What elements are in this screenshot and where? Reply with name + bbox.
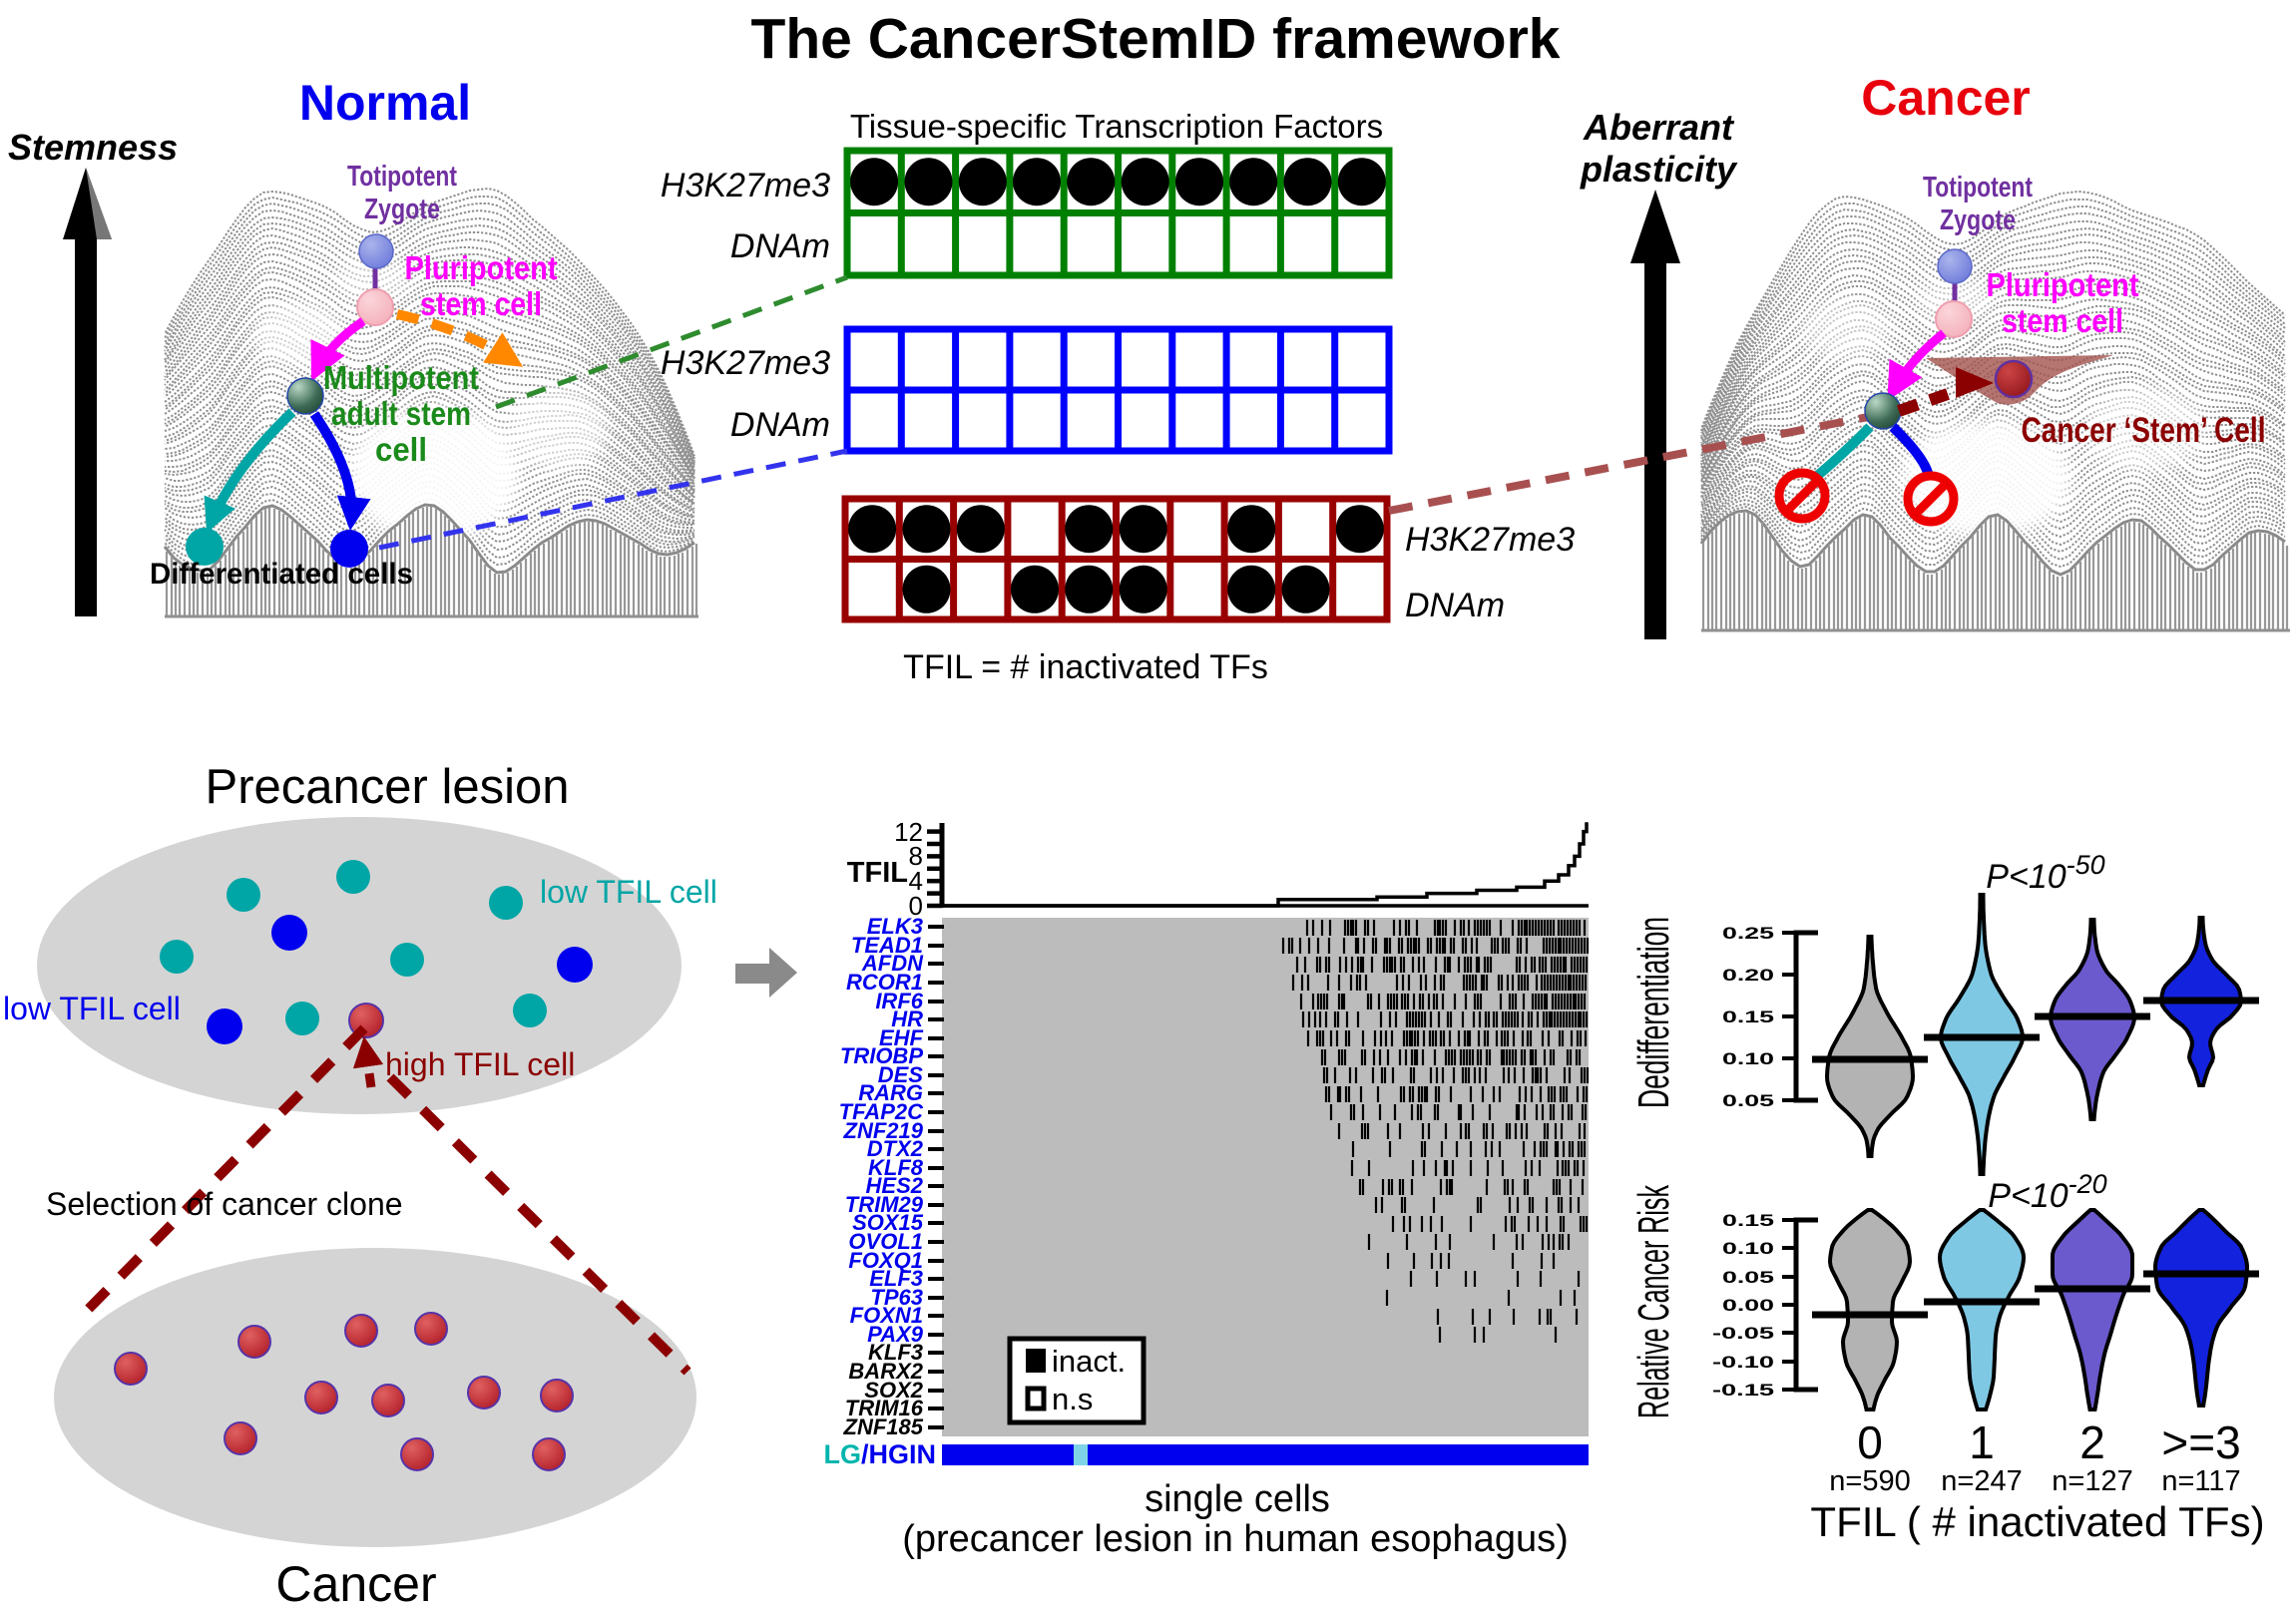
svg-text:DNAm: DNAm [730,227,830,265]
svg-text:n=590: n=590 [1829,1465,1910,1497]
svg-text:plasticity: plasticity [1580,149,1738,190]
svg-text:DNAm: DNAm [1405,587,1505,624]
svg-text:TRIM16: TRIM16 [845,1396,924,1420]
svg-text:0: 0 [909,891,923,921]
svg-text:inact.: inact. [1052,1344,1126,1379]
svg-text:0.15: 0.15 [1722,1211,1774,1230]
svg-text:FOXN1: FOXN1 [850,1303,923,1328]
svg-text:Aberrant: Aberrant [1583,107,1735,148]
svg-text:12: 12 [894,817,923,847]
svg-text:stem cell: stem cell [420,285,542,322]
svg-text:TFIL = # inactivated TFs: TFIL = # inactivated TFs [903,648,1268,686]
svg-text:adult stem: adult stem [331,395,471,432]
svg-text:n=117: n=117 [2161,1465,2240,1497]
svg-text:The CancerStemID framework: The CancerStemID framework [751,7,1561,71]
svg-text:ELK3: ELK3 [867,914,923,939]
svg-text:single cells: single cells [1145,1478,1330,1520]
svg-text:n=247: n=247 [1941,1465,2022,1497]
svg-text:0.00: 0.00 [1722,1296,1774,1315]
svg-text:ZNF219: ZNF219 [843,1118,924,1143]
svg-text:n.s: n.s [1052,1382,1093,1416]
svg-text:H3K27me3: H3K27me3 [661,344,830,382]
svg-text:Differentiated cells: Differentiated cells [150,558,413,591]
svg-text:ELF3: ELF3 [869,1266,923,1291]
svg-text:EHF: EHF [879,1025,924,1050]
svg-text:Dedifferentiation: Dedifferentiation [1629,917,1678,1108]
svg-text:RCOR1: RCOR1 [846,970,923,995]
svg-text:0.05: 0.05 [1722,1268,1774,1287]
svg-text:TRIM29: TRIM29 [845,1192,924,1217]
svg-text:stem cell: stem cell [2002,302,2123,339]
svg-text:IRF6: IRF6 [875,989,923,1013]
svg-text:Tissue-specific Transcription: Tissue-specific Transcription Factors [850,108,1383,145]
svg-text:-0.05: -0.05 [1712,1324,1774,1343]
svg-text:Relative Cancer Risk: Relative Cancer Risk [1629,1184,1678,1418]
svg-text:-0.15: -0.15 [1712,1381,1774,1400]
svg-text:Zygote: Zygote [1940,204,2016,236]
svg-text:Multipotent: Multipotent [323,359,479,396]
svg-text:Pluripotent: Pluripotent [1987,266,2139,303]
svg-text:0.25: 0.25 [1722,924,1774,943]
svg-text:Cancer: Cancer [1861,70,2031,126]
svg-text:PAX9: PAX9 [867,1322,924,1347]
svg-text:KLF3: KLF3 [868,1340,923,1365]
svg-text:-0.10: -0.10 [1712,1353,1774,1372]
svg-text:low TFIL cell: low TFIL cell [540,874,717,910]
svg-text:DTX2: DTX2 [867,1136,924,1161]
svg-text:n=127: n=127 [2052,1465,2132,1497]
svg-text:AFDN: AFDN [861,951,924,976]
svg-text:RARG: RARG [858,1080,923,1105]
svg-text:SOX15: SOX15 [852,1210,924,1235]
svg-text:Zygote: Zygote [364,194,440,225]
svg-text:8: 8 [909,841,923,871]
svg-text:high TFIL cell: high TFIL cell [385,1046,575,1082]
svg-text:ZNF185: ZNF185 [843,1414,924,1439]
svg-text:BARX2: BARX2 [848,1359,923,1384]
svg-text:Normal: Normal [299,75,471,131]
svg-text:LG/HGIN: LG/HGIN [823,1439,936,1469]
svg-text:1: 1 [1969,1416,1995,1468]
svg-text:KLF8: KLF8 [868,1155,924,1180]
svg-text:0.05: 0.05 [1722,1091,1774,1110]
svg-text:FOXQ1: FOXQ1 [848,1248,923,1273]
svg-text:Cancer ‘Stem’ Cell: Cancer ‘Stem’ Cell [2022,411,2266,450]
svg-text:0: 0 [1857,1416,1883,1468]
svg-text:0.20: 0.20 [1722,966,1774,985]
svg-text:TFAP2C: TFAP2C [839,1099,924,1124]
svg-text:0.10: 0.10 [1722,1239,1774,1258]
svg-text:Selection of cancer clone: Selection of cancer clone [46,1186,403,1222]
svg-text:TP63: TP63 [870,1285,923,1310]
svg-text:2: 2 [2079,1416,2105,1468]
svg-text:DES: DES [878,1062,924,1087]
svg-text:Cancer: Cancer [275,1556,436,1609]
svg-text:TEAD1: TEAD1 [851,933,923,958]
svg-text:DNAm: DNAm [730,406,830,444]
svg-text:Totipotent: Totipotent [1923,172,2033,203]
svg-text:0.10: 0.10 [1722,1049,1774,1068]
svg-text:OVOL1: OVOL1 [848,1229,923,1254]
svg-text:Pluripotent: Pluripotent [405,249,558,286]
svg-text:(precancer lesion in human eso: (precancer lesion in human esophagus) [902,1518,1569,1560]
svg-text:4: 4 [909,866,923,896]
svg-text:cell: cell [375,431,427,468]
svg-text:HR: HR [891,1006,923,1031]
svg-text:TFIL: TFIL [847,857,908,889]
svg-text:TRIOBP: TRIOBP [840,1043,923,1068]
svg-text:0.15: 0.15 [1722,1007,1774,1026]
svg-text:Totipotent: Totipotent [347,161,457,193]
svg-text:low TFIL cell: low TFIL cell [3,991,181,1026]
svg-text:HES2: HES2 [866,1173,924,1198]
svg-text:Precancer lesion: Precancer lesion [206,760,570,814]
svg-text:H3K27me3: H3K27me3 [1405,521,1575,559]
svg-text:H3K27me3: H3K27me3 [661,167,830,204]
svg-text:Stemness: Stemness [8,127,178,168]
svg-text:SOX2: SOX2 [864,1378,923,1403]
svg-text:>=3: >=3 [2161,1416,2240,1468]
svg-text:TFIL ( # inactivated TFs): TFIL ( # inactivated TFs) [1810,1498,2264,1545]
